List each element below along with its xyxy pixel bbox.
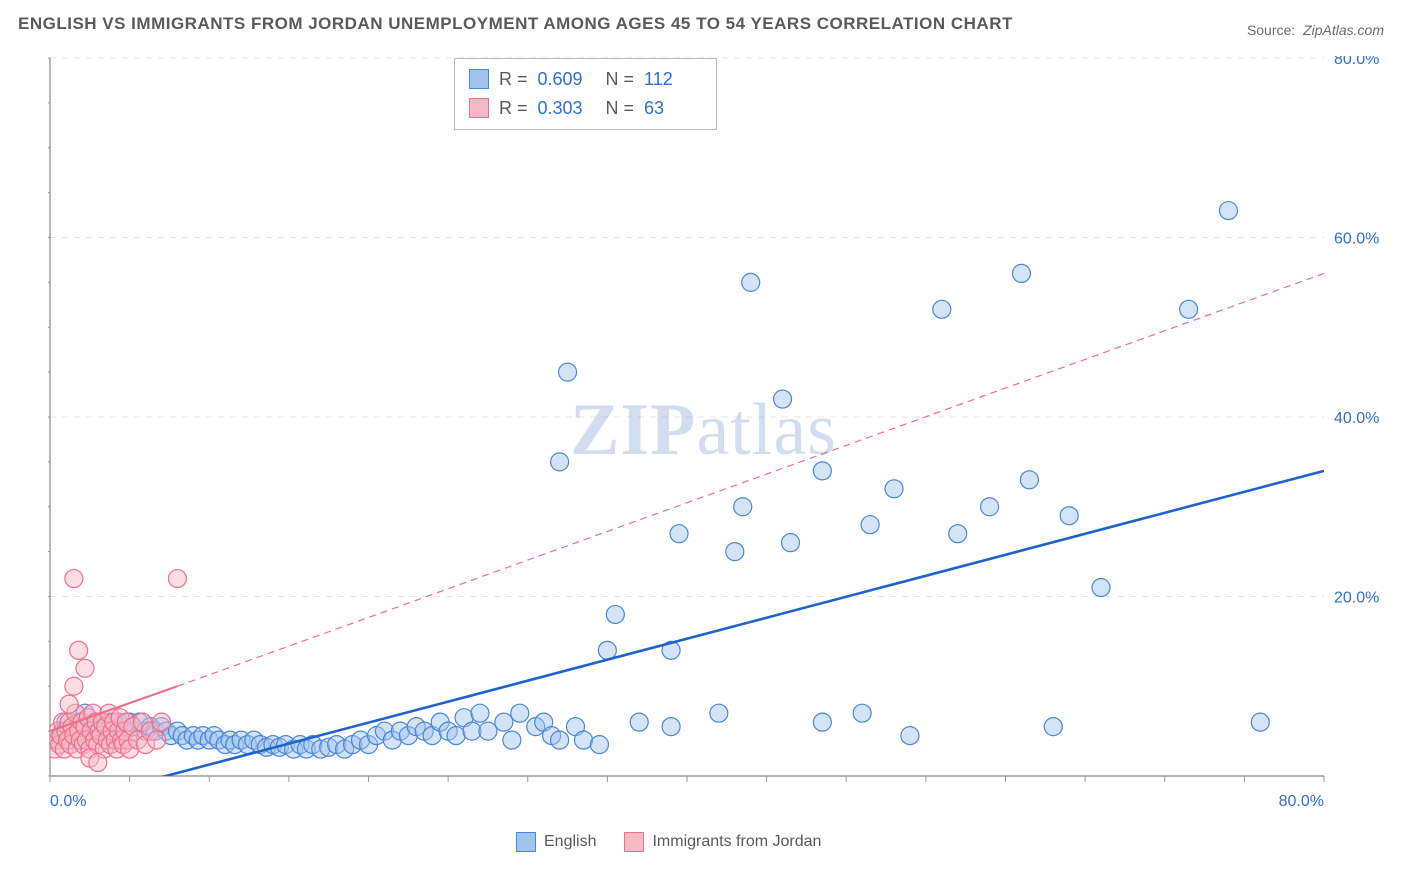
n-value-jordan: 63 — [644, 94, 702, 123]
r-value-english: 0.609 — [538, 65, 596, 94]
n-value-english: 112 — [644, 65, 702, 94]
watermark: ZIPatlas — [570, 388, 837, 473]
svg-text:0.0%: 0.0% — [50, 793, 86, 810]
source-value: ZipAtlas.com — [1303, 22, 1384, 38]
svg-text:40.0%: 40.0% — [1334, 410, 1379, 427]
swatch-english — [469, 69, 489, 89]
r-label: R = — [499, 65, 528, 94]
legend-item-jordan: Immigrants from Jordan — [624, 832, 821, 852]
r-value-jordan: 0.303 — [538, 94, 596, 123]
svg-text:80.0%: 80.0% — [1334, 56, 1379, 68]
watermark-part2: atlas — [696, 389, 837, 471]
source-label: Source: — [1247, 22, 1295, 38]
legend-item-english: English — [516, 832, 596, 852]
legend-label-jordan: Immigrants from Jordan — [652, 833, 821, 851]
correlation-row-jordan: R = 0.303 N = 63 — [469, 94, 702, 123]
source-attribution: Source: ZipAtlas.com — [1247, 22, 1384, 38]
n-label: N = — [606, 65, 635, 94]
svg-text:20.0%: 20.0% — [1334, 590, 1379, 607]
legend-swatch-english — [516, 832, 536, 852]
correlation-row-english: R = 0.609 N = 112 — [469, 65, 702, 94]
chart-container: ENGLISH VS IMMIGRANTS FROM JORDAN UNEMPL… — [0, 0, 1406, 892]
watermark-part1: ZIP — [570, 389, 696, 471]
series-legend: English Immigrants from Jordan — [516, 832, 821, 852]
chart-title: ENGLISH VS IMMIGRANTS FROM JORDAN UNEMPL… — [18, 14, 1013, 34]
svg-text:80.0%: 80.0% — [1279, 793, 1324, 810]
legend-label-english: English — [544, 833, 596, 851]
r-label: R = — [499, 94, 528, 123]
correlation-legend: R = 0.609 N = 112 R = 0.303 N = 63 — [454, 58, 717, 130]
n-label: N = — [606, 94, 635, 123]
legend-swatch-jordan — [624, 832, 644, 852]
svg-text:60.0%: 60.0% — [1334, 231, 1379, 248]
swatch-jordan — [469, 98, 489, 118]
